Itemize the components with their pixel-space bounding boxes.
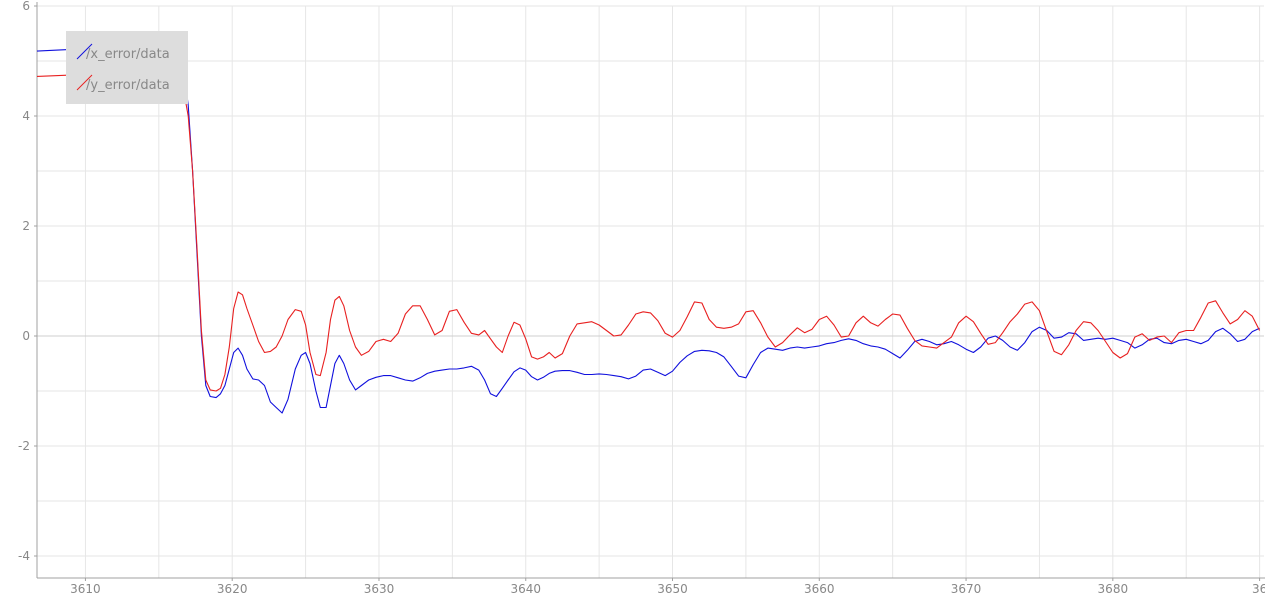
x-tick-label: 3680	[1098, 582, 1129, 596]
legend-swatch	[76, 74, 93, 91]
x-tick-label: 3640	[510, 582, 541, 596]
y-tick-label: -4	[18, 549, 30, 563]
legend-label: /y_error/data	[86, 78, 170, 93]
x-tick-label: 3660	[804, 582, 835, 596]
series-lines	[36, 37, 1261, 414]
y-tick-label: 2	[22, 219, 30, 233]
x-tick-label: 3610	[70, 582, 101, 596]
x-tick-label: 3670	[951, 582, 982, 596]
y-tick-label: 6	[22, 0, 30, 13]
legend-box	[66, 31, 188, 104]
y-tick-label: 4	[22, 109, 30, 123]
grid	[37, 5, 1264, 578]
y-error-series-line	[36, 65, 1261, 392]
legend: /x_error/data/y_error/data	[66, 31, 188, 104]
x-error-series-line	[36, 37, 1260, 414]
legend-label: /x_error/data	[86, 47, 170, 62]
legend-swatch	[76, 43, 93, 60]
y-tick-label: -2	[18, 439, 30, 453]
y-tick-label: 0	[22, 329, 30, 343]
axes: -4 -2 0 2 4 6 3610 3620 3630 3640 3650 3660 3670 3680…	[18, 0, 1265, 596]
x-tick-label: 3650	[657, 582, 688, 596]
x-tick-label: 36	[1252, 582, 1265, 596]
x-tick-label: 3630	[364, 582, 395, 596]
x-tick-label: 3620	[217, 582, 248, 596]
